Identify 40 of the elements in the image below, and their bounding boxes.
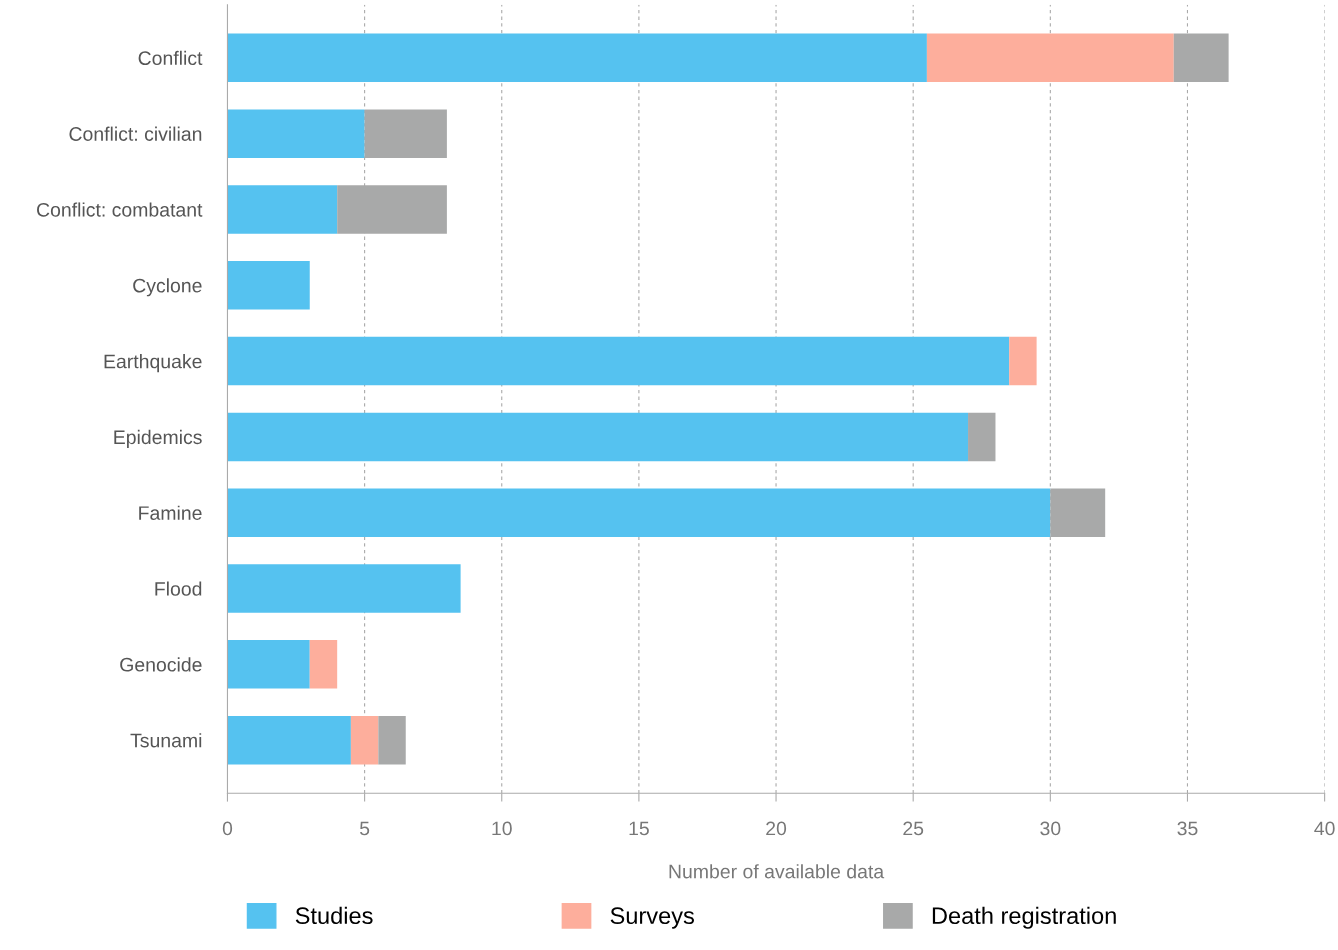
legend-label: Studies	[295, 906, 373, 925]
x-tick-label: 0	[222, 821, 233, 836]
x-tick-label: 30	[1040, 821, 1061, 836]
y-tick-label: Epidemics	[114, 429, 202, 448]
legend-label: Death registration	[932, 906, 1116, 929]
x-tick-label: 15	[629, 821, 649, 836]
y-tick-label: Conflict	[138, 50, 203, 66]
bar	[227, 109, 365, 158]
x-tick-label: 5	[359, 821, 370, 836]
bar	[227, 261, 310, 310]
bar	[227, 715, 351, 765]
bar	[926, 33, 1174, 83]
bar	[227, 488, 1051, 537]
bar	[309, 640, 338, 689]
y-tick-label: Conflict: combatant	[37, 202, 203, 217]
bar	[227, 412, 969, 462]
bar	[968, 412, 996, 462]
bar	[378, 715, 406, 765]
bar	[227, 564, 461, 613]
x-tick-label: 40	[1314, 821, 1335, 836]
y-tick-label: Cyclone	[133, 278, 202, 297]
y-tick-label: Tsunami	[130, 733, 202, 748]
y-tick-label: Famine	[139, 505, 202, 520]
bar	[227, 640, 310, 689]
legend-label: Surveys	[610, 907, 694, 929]
x-axis-title: Number of available data	[669, 864, 885, 879]
y-tick-label: Genocide	[120, 657, 202, 672]
bar	[364, 109, 447, 158]
bar	[350, 715, 379, 765]
x-tick-label: 25	[903, 821, 924, 836]
y-tick-label: Flood	[155, 581, 202, 596]
bar	[1009, 336, 1037, 386]
bar	[227, 185, 338, 234]
bar	[227, 33, 927, 83]
y-tick-label: Conflict: civilian	[69, 126, 202, 141]
x-tick-label: 35	[1177, 821, 1198, 836]
x-tick-label: 20	[766, 821, 787, 836]
bar	[227, 336, 1010, 386]
x-tick-label: 10	[492, 821, 512, 836]
y-tick-label: Earthquake	[104, 354, 202, 373]
